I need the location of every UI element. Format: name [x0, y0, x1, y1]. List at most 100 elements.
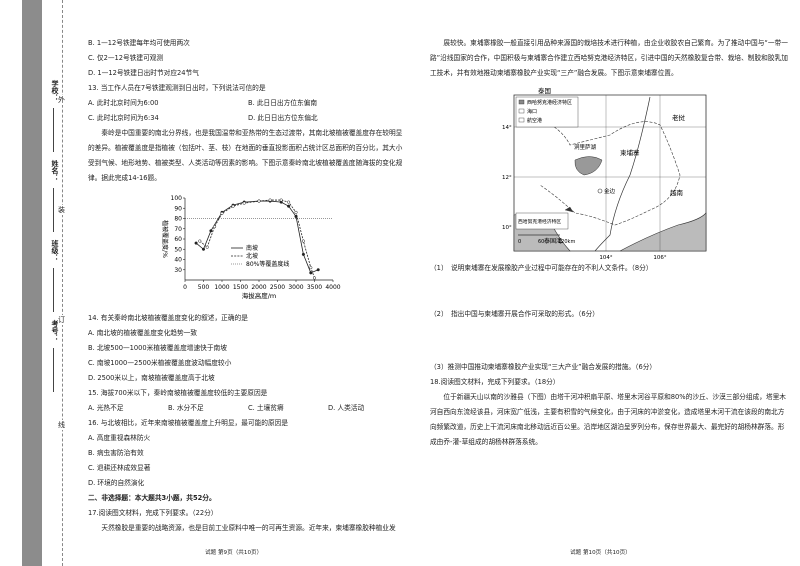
option: A. 光热不足 — [88, 404, 124, 412]
answer-space — [430, 276, 790, 307]
left-column: B. 1—12号铁建每年均可使用两次 C. 仅2—12号铁建可观测 D. 1—12号… — [88, 36, 408, 536]
options-row: C. 此时北京时间为6:34 D. 此日日出方位东偏北 — [88, 111, 408, 126]
map-label: 洞里萨湖 — [574, 143, 597, 151]
y-tick-label: 70 — [174, 226, 182, 233]
map-label: 西哈努克港经济特区 — [518, 218, 561, 225]
option: D. 此日日出方位东偏北 — [248, 114, 318, 122]
options-row: A. 光热不足 B. 水分不足 C. 土壤贫瘠 D. 人类活动 — [88, 401, 408, 416]
map-label: 西哈努克港经济特区 — [527, 99, 572, 106]
fill-line — [53, 348, 54, 392]
map-label: 104° — [599, 255, 612, 261]
series-line — [199, 199, 315, 279]
text-line: A. 南北坡的植被覆盖度变化趋势一致 — [88, 329, 198, 337]
map-shape — [564, 206, 574, 213]
binding-mark: 装 — [58, 205, 65, 215]
options-row: A. 此时北京时间为6:00 B. 此日日出方位东偏南 — [88, 96, 408, 111]
point — [301, 239, 305, 243]
y-tick-label: 80 — [174, 216, 182, 223]
map: 西哈努克港经济特区海口航空港泰国柬埔寨老挝越南洞里萨湖金边泰国湾西哈努克港经济特… — [502, 86, 707, 261]
footer: 试题 第9页（共10页） — [205, 550, 263, 556]
text-line: 13. 当工作人员在7号铁建观测到日出时，下列说法可信的是 — [88, 84, 266, 92]
point — [268, 198, 272, 202]
series-line — [195, 200, 319, 274]
x-tick-label: 4000 — [325, 284, 340, 291]
map-label: 120km — [558, 239, 575, 245]
point — [309, 266, 313, 270]
point — [213, 225, 217, 229]
y-tick-label: 40 — [174, 257, 182, 264]
text-line: C. 退耕还林成效显著 — [88, 464, 151, 472]
map-label: 14° — [502, 125, 512, 131]
map-label: 航空港 — [527, 117, 542, 124]
cut-line — [62, 0, 63, 566]
question: （1） 说明柬埔寨在发展橡胶产业过程中可能存在的不利人文条件。（8分） — [430, 264, 653, 272]
text-line: D. 环境的自然演化 — [88, 479, 145, 487]
binding-field: 姓名： — [51, 160, 59, 181]
map-shape — [574, 156, 603, 176]
x-tick-label: 3500 — [307, 284, 322, 291]
text-line: 15. 海拔700米以下，秦岭南坡植被覆盖度较低的主要原因是 — [88, 389, 268, 397]
paragraph: 秦岭是中国重要的南北分界线，也是我国温带和亚热带的生态过渡带，其南北坡植被覆盖度… — [88, 129, 403, 182]
section-heading: 二、非选择题：本大题共3小题，共52分。 — [88, 494, 216, 502]
y-tick-label: 50 — [174, 246, 182, 253]
map-label: 海口 — [527, 108, 537, 115]
question: （2） 指出中国与柬埔寨开展合作可采取的形式。（6分） — [430, 310, 599, 318]
figure: 西哈努克港经济特区 海口 航空港 泰国 柬埔寨 老挝 越南 洞里萨湖 金边 泰国湾 西哈努克港经济特… — [430, 81, 790, 261]
map-label: 12° — [502, 175, 512, 181]
binding-field: 班级： — [51, 240, 59, 261]
y-tick-label: 90 — [174, 205, 182, 212]
x-tick-label: 3000 — [288, 284, 303, 291]
point — [294, 210, 298, 214]
binding-strip — [22, 0, 42, 566]
option: D. 人类活动 — [328, 404, 365, 412]
point — [209, 229, 213, 233]
map-shape — [594, 96, 651, 252]
x-tick-label: 500 — [198, 284, 210, 291]
point — [309, 271, 313, 275]
option: C. 土壤贫瘠 — [248, 404, 284, 412]
map-label: 60 — [538, 239, 544, 245]
zone-box — [515, 212, 569, 230]
text-line: 16. 与北坡相比，近年来南坡植被覆盖度上升明显，最可能的原因是 — [88, 419, 289, 427]
text-line: D. 2500米以上，南坡植被覆盖度高于北坡 — [88, 374, 215, 382]
point — [231, 204, 235, 208]
y-tick-label: 30 — [174, 267, 182, 274]
point — [242, 201, 246, 205]
binding-mark: 外 — [58, 95, 65, 105]
option: C. 此时北京时间为6:34 — [88, 114, 159, 122]
point — [312, 276, 317, 280]
capital-mark — [597, 188, 603, 194]
point — [198, 239, 202, 243]
map-label: 柬埔寨 — [620, 148, 640, 157]
text-line: B. 病虫害防治有效 — [88, 449, 144, 457]
map-label: 越南 — [670, 188, 684, 197]
text-line: B. 北坡500—1000米植被覆盖度增速快于南坡 — [88, 344, 227, 352]
y-axis-label: 植被覆盖度/% — [161, 220, 169, 258]
text-line: 14. 有关秦岭南北坡植被覆盖度变化的叙述，正确的是 — [88, 314, 248, 322]
legend-label: 南坡 — [246, 244, 258, 252]
option: B. 水分不足 — [168, 404, 204, 412]
legend-key — [518, 108, 525, 114]
map-shape — [619, 212, 707, 252]
right-column: 展较快。柬埔寨橡胶一般直接引用品种来源国的栽培技术进行种植，由企业收胶农自己繁育… — [430, 36, 790, 450]
point — [205, 245, 209, 249]
x-tick-label: 1000 — [214, 284, 229, 291]
figure: 30 40 50 60 70 80 90 100 0 500 1000 1500 2000 2500 300… — [88, 186, 408, 311]
map-label: 泰国湾 — [544, 237, 562, 245]
legend-box — [515, 96, 579, 128]
binding-mark: 订 — [58, 315, 65, 325]
point — [279, 198, 283, 202]
point — [301, 252, 305, 256]
text-line: D. 1—12号铁建日出时节对应24节气 — [88, 69, 199, 77]
paragraph: 天然橡胶是重要的战略资源，也是目前工业原料中唯一的可再生资源。近年来，柬埔寨橡胶… — [101, 524, 396, 532]
legend-label: 北坡 — [246, 252, 258, 260]
x-tick-label: 2000 — [251, 284, 266, 291]
point — [257, 199, 261, 203]
legend-label: 80%等覆盖度线 — [246, 260, 289, 268]
text-line: B. 1—12号铁建每年均可使用两次 — [88, 39, 190, 47]
text-line: 18.阅读图文材料，完成下列要求。（18分） — [430, 378, 560, 386]
text-line: C. 南坡1000—2500米植被覆盖度波动幅度较小 — [88, 359, 232, 367]
point — [201, 247, 206, 251]
